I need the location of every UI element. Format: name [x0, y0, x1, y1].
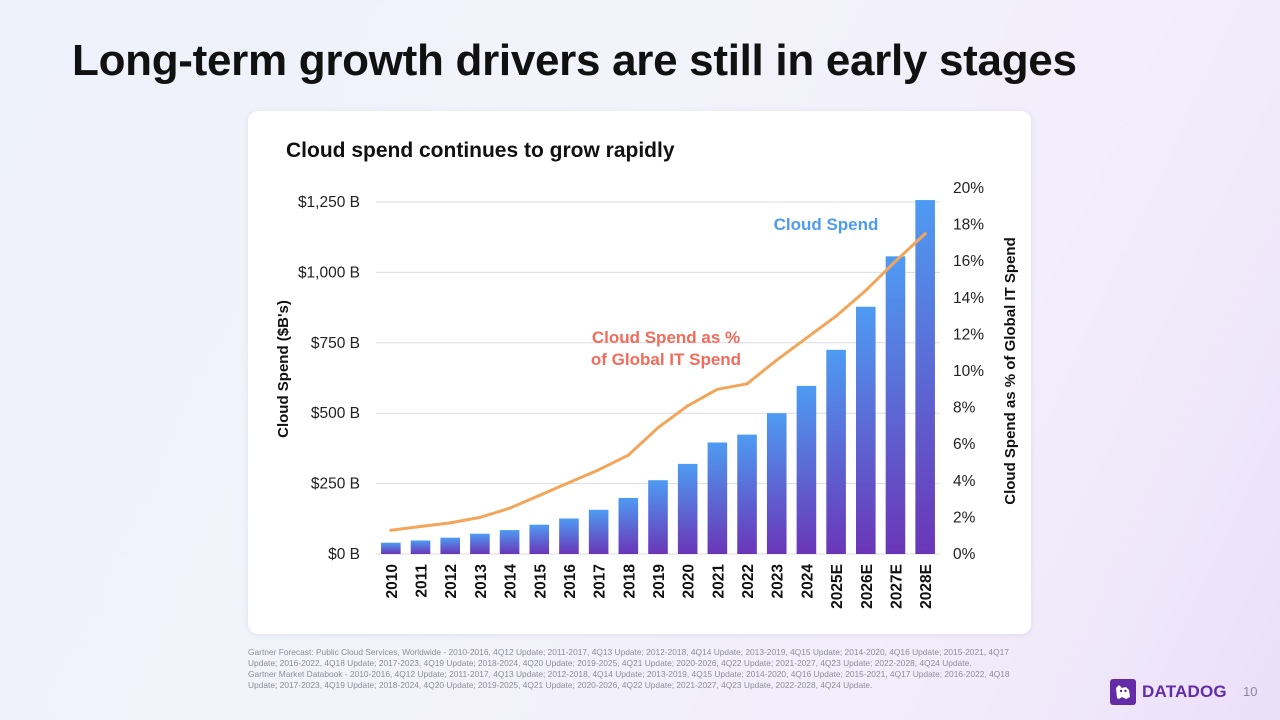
x-tick-label: 2019	[651, 564, 668, 599]
right-tick-label: 12%	[953, 326, 984, 343]
right-tick-label: 16%	[953, 253, 984, 270]
right-tick-label: 0%	[953, 546, 976, 563]
line-point-2017	[597, 468, 601, 472]
chart-title: Cloud spend continues to grow rapidly	[286, 139, 675, 162]
line-series-annotation-line2: of Global IT Spend	[591, 350, 741, 369]
source-footnote: Gartner Forecast: Public Cloud Services,…	[248, 647, 1038, 691]
x-tick-label: 2022	[740, 564, 757, 598]
right-axis-label: Cloud Spend as % of Global IT Spend	[1002, 237, 1019, 505]
line-point-2028E	[923, 232, 927, 236]
bar-series-annotation: Cloud Spend	[774, 215, 879, 234]
x-tick-label: 2020	[681, 564, 698, 598]
left-tick-label: $500 B	[311, 405, 360, 422]
line-point-2022	[745, 382, 749, 386]
x-tick-label: 2010	[384, 564, 401, 598]
cloud-spend-chart: Cloud spend continues to grow rapidly $0…	[275, 139, 1019, 609]
bar-2017	[588, 509, 609, 554]
line-point-2010	[389, 528, 393, 532]
line-point-2019	[656, 426, 660, 430]
bar-2016	[559, 518, 579, 554]
right-tick-label: 10%	[953, 363, 984, 380]
x-tick-label: 2016	[562, 564, 579, 599]
bar-2015	[529, 524, 550, 554]
left-tick-label: $250 B	[311, 476, 360, 493]
bar-2013	[470, 533, 490, 554]
bar-2028E	[915, 200, 935, 554]
right-tick-label: 20%	[953, 180, 984, 197]
bar-2023	[766, 413, 787, 554]
right-tick-label: 4%	[953, 473, 976, 490]
line-point-2016	[567, 481, 571, 485]
footnote-databook: Gartner Market Databook - 2010-2016, 4Q1…	[248, 669, 1010, 690]
line-point-2027E	[893, 259, 897, 263]
x-tick-label: 2023	[770, 564, 787, 599]
line-point-2013	[478, 515, 482, 519]
left-tick-label: $1,000 B	[298, 264, 360, 281]
x-tick-label: 2015	[532, 564, 549, 599]
bar-2027E	[885, 256, 906, 554]
x-tick-label: 2013	[473, 564, 490, 599]
x-tick-label: 2024	[799, 564, 816, 599]
bar-2014	[499, 530, 520, 554]
datadog-logo: DATADOG	[1110, 678, 1227, 706]
x-tick-label: 2012	[443, 564, 460, 598]
x-tick-label: 2026E	[859, 564, 876, 609]
line-point-2021	[715, 387, 719, 391]
page-number: 10	[1243, 684, 1258, 699]
right-tick-label: 18%	[953, 217, 984, 234]
left-tick-label: $1,250 B	[298, 194, 360, 211]
slide-title: Long-term growth drivers are still in ea…	[72, 36, 1077, 85]
line-point-2024	[804, 336, 808, 340]
x-tick-label: 2017	[592, 564, 609, 598]
dog-logo-icon	[1110, 679, 1136, 705]
right-tick-label: 8%	[953, 400, 976, 417]
bar-2026E	[855, 306, 876, 554]
line-point-2020	[686, 404, 690, 408]
x-tick-label: 2014	[503, 564, 520, 599]
left-tick-label: $750 B	[311, 335, 360, 352]
bar-2024	[796, 385, 817, 554]
line-point-2014	[508, 506, 512, 510]
chart-card: Cloud spend continues to grow rapidly $0…	[248, 111, 1031, 634]
line-point-2023	[775, 358, 779, 362]
bar-2010	[381, 542, 401, 554]
right-tick-label: 2%	[953, 509, 976, 526]
bar-2018	[618, 497, 639, 554]
x-tick-label: 2025E	[829, 564, 846, 609]
bar-2022	[737, 434, 757, 554]
line-point-2012	[448, 521, 452, 525]
bar-2020	[677, 463, 698, 554]
right-tick-label: 6%	[953, 436, 976, 453]
left-tick-label: $0 B	[328, 546, 360, 563]
x-tick-label: 2027E	[888, 564, 905, 609]
right-tick-label: 14%	[953, 290, 984, 307]
logo-wordmark: DATADOG	[1142, 682, 1227, 701]
x-tick-label: 2021	[710, 564, 727, 599]
x-tick-label: 2011	[414, 564, 431, 598]
line-point-2011	[419, 525, 423, 529]
footnote-forecast: Gartner Forecast: Public Cloud Services,…	[248, 647, 1009, 668]
line-series-annotation-line1: Cloud Spend as %	[592, 328, 740, 347]
line-point-2026E	[864, 288, 868, 292]
bar-2011	[410, 540, 431, 554]
line-point-2018	[626, 453, 630, 457]
x-tick-label: 2018	[621, 564, 638, 599]
bar-2012	[440, 537, 461, 554]
left-axis-label: Cloud Spend ($B's)	[275, 300, 292, 438]
bar-2025E	[826, 349, 846, 554]
bar-2021	[707, 442, 728, 554]
bar-2019	[648, 480, 668, 554]
line-point-2015	[537, 493, 541, 497]
line-point-2025E	[834, 314, 838, 318]
x-tick-label: 2028E	[918, 564, 935, 609]
